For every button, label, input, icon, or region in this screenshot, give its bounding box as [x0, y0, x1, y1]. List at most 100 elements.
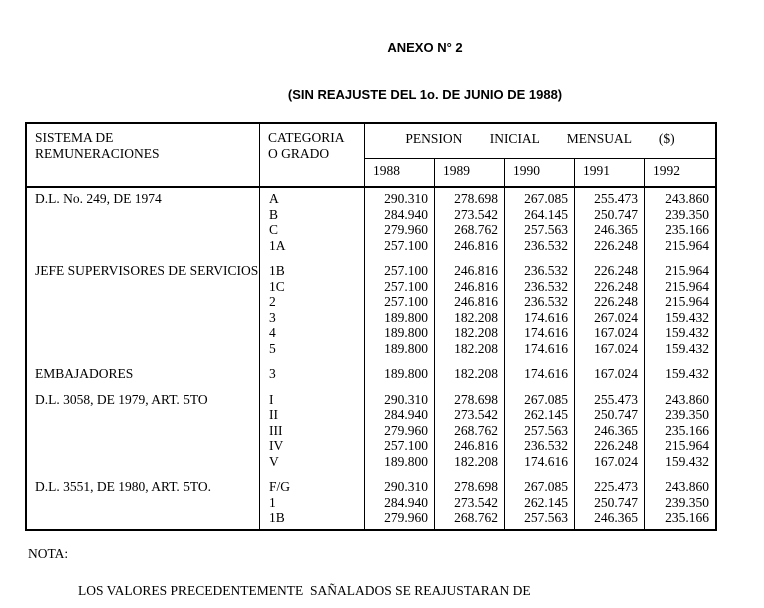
value-cell: 246.816 — [454, 237, 498, 253]
value-cell: 174.616 — [524, 309, 568, 325]
header-pension-group: PENSION INICIAL MENSUAL ($) 1988 1989 19… — [365, 124, 715, 186]
grade-cell: 1 — [269, 494, 276, 510]
value-cell: 235.166 — [665, 510, 709, 525]
value-cell: 167.024 — [594, 325, 638, 340]
row-label-blank — [35, 423, 259, 439]
value-cell: 159.432 — [665, 340, 709, 356]
grade-cell: V — [269, 453, 279, 469]
column-1991: 255.473 250.747 246.365 226.248 226.248 226.2… — [575, 188, 645, 529]
value-cell: 239.350 — [665, 206, 709, 222]
value-cell: 236.532 — [524, 237, 568, 253]
value-cell: 239.350 — [665, 494, 709, 510]
value-cell: 189.800 — [384, 325, 428, 340]
value-cell: 243.860 — [665, 391, 709, 407]
block-gap — [575, 356, 638, 366]
value-cell: 243.860 — [665, 479, 709, 494]
header-year-1992: 1992 — [653, 163, 680, 178]
block-gap — [505, 469, 568, 479]
value-cell: 279.960 — [384, 422, 428, 438]
value-cell: 290.310 — [384, 391, 428, 407]
value-cell: 278.698 — [454, 479, 498, 494]
value-cell: 279.960 — [384, 222, 428, 237]
value-cell: 290.310 — [384, 191, 428, 206]
block-gap — [35, 469, 259, 479]
value-cell: 279.960 — [384, 510, 428, 525]
value-cell: 257.100 — [384, 294, 428, 309]
value-cell: 215.964 — [665, 294, 709, 309]
pension-table: SISTEMA DE REMUNERACIONES CATEGORIA O GR… — [25, 122, 717, 531]
block-gap — [435, 356, 498, 366]
value-cell: 278.698 — [454, 391, 498, 407]
block-gap — [505, 382, 568, 392]
value-cell: 215.964 — [665, 278, 709, 294]
value-cell: 284.940 — [384, 206, 428, 222]
value-cell: 226.248 — [594, 278, 638, 294]
value-cell: 273.542 — [454, 206, 498, 222]
row-label-blank — [35, 407, 259, 423]
block-gap — [365, 253, 428, 263]
value-cell: 159.432 — [665, 325, 709, 340]
value-cell: 182.208 — [454, 325, 498, 340]
block-gap — [35, 356, 259, 366]
block-gap — [575, 382, 638, 392]
value-cell: 236.532 — [524, 438, 568, 453]
value-cell: 267.085 — [524, 191, 568, 206]
row-label: D.L. No. 249, DE 1974 — [35, 191, 162, 206]
value-cell: 246.365 — [594, 510, 638, 525]
block-gap — [505, 356, 568, 366]
value-cell: 236.532 — [524, 294, 568, 309]
value-cell: 226.248 — [594, 438, 638, 453]
value-cell: 189.800 — [384, 340, 428, 356]
block-gap — [645, 253, 709, 263]
value-cell: 246.816 — [454, 438, 498, 453]
value-cell: 167.024 — [594, 366, 638, 381]
value-cell: 174.616 — [524, 325, 568, 340]
value-cell: 250.747 — [594, 494, 638, 510]
row-label-blank — [35, 294, 259, 310]
value-cell: 246.365 — [594, 222, 638, 237]
block-gap — [365, 356, 428, 366]
row-label-blank — [35, 510, 259, 526]
column-1992: 243.860 239.350 235.166 215.964 215.964 215.9… — [645, 188, 715, 529]
value-cell: 246.816 — [454, 294, 498, 309]
table-header: SISTEMA DE REMUNERACIONES CATEGORIA O GR… — [27, 124, 715, 188]
value-cell: 182.208 — [454, 309, 498, 325]
column-categoria: A B C 1A 1B 1C 2 3 4 5 3 I II III IV V F/G 1 1B — [260, 188, 365, 529]
block-gap — [435, 382, 498, 392]
block-gap — [645, 469, 709, 479]
value-cell: 246.816 — [454, 278, 498, 294]
grade-cell: 3 — [269, 366, 276, 381]
header-year-1991: 1991 — [575, 159, 645, 186]
title-line-annex: ANEXO N° 2 — [387, 40, 463, 55]
value-cell: 167.024 — [594, 453, 638, 469]
block-gap — [575, 469, 638, 479]
value-cell: 174.616 — [524, 340, 568, 356]
note-label: NOTA: — [28, 546, 69, 561]
value-cell: 167.024 — [594, 340, 638, 356]
value-cell: 215.964 — [665, 438, 709, 453]
value-cell: 239.350 — [665, 407, 709, 422]
row-label-blank — [35, 238, 259, 254]
value-cell: 273.542 — [454, 407, 498, 422]
grade-cell: B — [269, 206, 279, 222]
value-cell: 250.747 — [594, 407, 638, 422]
header-year-1989: 1989 — [435, 159, 505, 186]
block-gap — [269, 253, 364, 263]
header-year-1990: 1990 — [505, 159, 575, 186]
value-cell: 189.800 — [384, 366, 428, 381]
value-cell: 174.616 — [524, 453, 568, 469]
row-label: EMBAJADORES — [35, 366, 134, 381]
column-1989: 278.698 273.542 268.762 246.816 246.816 246.8… — [435, 188, 505, 529]
value-cell: 290.310 — [384, 479, 428, 494]
block-gap — [435, 253, 498, 263]
grade-cell: 1A — [269, 237, 286, 253]
value-cell: 182.208 — [454, 366, 498, 381]
row-label-blank — [35, 222, 259, 238]
value-cell: 257.100 — [384, 438, 428, 453]
value-cell: 278.698 — [454, 191, 498, 206]
block-gap — [435, 469, 498, 479]
value-cell: 189.800 — [384, 453, 428, 469]
note-line: LOS VALORES PRECEDENTEMENTE SAÑALADOS SE… — [78, 583, 531, 598]
value-cell: 182.208 — [454, 340, 498, 356]
value-cell: 257.100 — [384, 237, 428, 253]
